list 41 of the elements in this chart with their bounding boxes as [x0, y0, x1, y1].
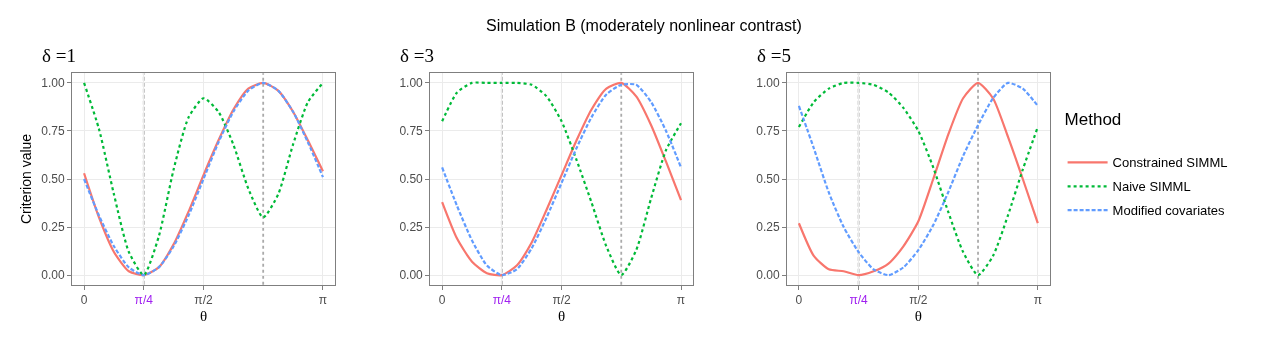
y-tick-label: 0.50	[41, 172, 66, 187]
x-tick-label: π/2	[909, 293, 928, 308]
legend-label: Constrained SIMML	[1112, 155, 1228, 171]
y-tick-label: 0.50	[399, 172, 424, 187]
legend-title: Method	[1064, 110, 1122, 130]
x-tick-label: π	[676, 293, 686, 308]
y-tick-label: 0.00	[41, 268, 66, 283]
x-axis-title: θ	[199, 308, 208, 325]
y-tick-label: 0.25	[756, 220, 780, 235]
y-tick-label: 1.00	[399, 76, 424, 91]
y-tick-label: 0.75	[399, 124, 424, 139]
x-tick-label: 0	[80, 293, 88, 308]
legend-label: Modified covariates	[1112, 203, 1226, 219]
x-axis-title: θ	[914, 308, 922, 325]
y-tick-label: 0.75	[756, 124, 780, 139]
x-tick-label: π/4	[849, 293, 869, 308]
y-tick-label: 0.50	[756, 172, 780, 187]
line-series	[797, 81, 1039, 277]
y-tick-label: 1.00	[41, 76, 66, 91]
y-tick-label: 0.00	[399, 268, 424, 283]
chart-title: δ =1	[42, 45, 76, 66]
x-tick-label: 0	[438, 293, 446, 308]
y-tick-label: 1.00	[756, 76, 780, 91]
y-tick-label: 0.25	[41, 220, 66, 235]
y-tick-label: 0.00	[756, 268, 780, 283]
x-tick-label: π/4	[492, 293, 512, 308]
x-tick-label: 0	[795, 293, 803, 308]
y-tick-label: 0.25	[399, 220, 424, 235]
line-series	[82, 81, 325, 277]
y-axis-title: Criterion value	[17, 133, 34, 225]
y-tick-label: 0.75	[41, 124, 66, 139]
x-tick-label: π	[318, 293, 328, 308]
x-tick-label: π/2	[552, 293, 572, 308]
chart-subtitle: δ =3	[400, 45, 434, 66]
chart-title: δ =5	[757, 45, 791, 66]
legend-label: Naive SIMML	[1112, 179, 1191, 195]
x-tick-label: π/4	[134, 293, 154, 308]
x-tick-label: π/2	[194, 293, 213, 308]
x-tick-label: π	[1033, 293, 1042, 308]
chart-title: Simulation B (moderately nonlinear contrast)	[486, 17, 802, 34]
x-axis-title: θ	[557, 308, 566, 325]
